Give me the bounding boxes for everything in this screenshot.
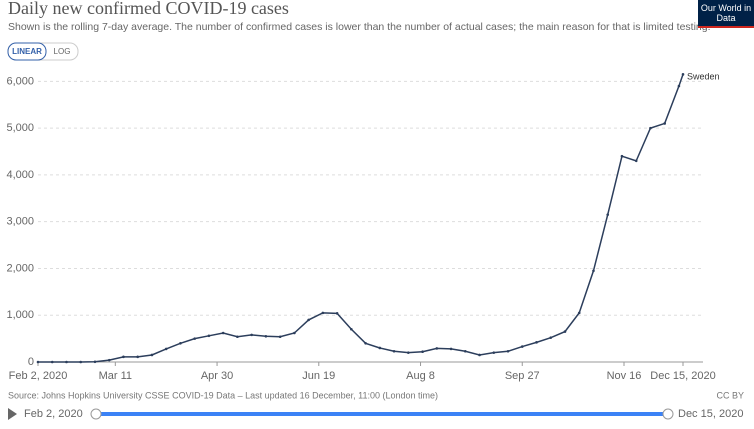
point bbox=[592, 269, 595, 273]
y-tick-label: 0 bbox=[28, 356, 34, 368]
point bbox=[221, 331, 225, 335]
point bbox=[577, 311, 581, 315]
point bbox=[122, 355, 125, 359]
point bbox=[36, 360, 40, 364]
y-tick-label: 3,000 bbox=[6, 216, 34, 228]
timeline-start: Feb 2, 2020 bbox=[24, 408, 83, 420]
point bbox=[236, 335, 239, 339]
point bbox=[549, 336, 553, 339]
point bbox=[364, 341, 367, 345]
linear-button[interactable] bbox=[7, 42, 47, 61]
point bbox=[193, 337, 196, 340]
x-tick-label: Mar 11 bbox=[99, 370, 132, 382]
logo-stripe bbox=[698, 26, 754, 28]
logo[interactable] bbox=[698, 0, 754, 28]
y-tick-label: 5,000 bbox=[6, 122, 34, 134]
point bbox=[620, 154, 624, 158]
x-tick-label: Apr 30 bbox=[201, 370, 233, 382]
timeline-handle[interactable] bbox=[90, 408, 102, 420]
point bbox=[681, 73, 685, 76]
point bbox=[65, 360, 68, 364]
point bbox=[421, 350, 424, 354]
point bbox=[79, 360, 83, 364]
point bbox=[677, 84, 681, 88]
point bbox=[350, 327, 353, 331]
point bbox=[264, 334, 268, 338]
point bbox=[107, 358, 111, 362]
point bbox=[150, 353, 154, 357]
point bbox=[463, 349, 467, 353]
point bbox=[506, 349, 510, 353]
subtitle: Shown is the rolling 7-day average. The … bbox=[8, 21, 711, 33]
point bbox=[392, 349, 396, 353]
line bbox=[38, 74, 684, 363]
point bbox=[407, 351, 410, 354]
x-tick-label: Dec 15, 2020 bbox=[650, 370, 715, 382]
point bbox=[293, 331, 296, 335]
x-tick-label: Sep 27 bbox=[505, 370, 540, 382]
x-tick-label: Jun 19 bbox=[302, 370, 335, 382]
point bbox=[278, 335, 282, 339]
point bbox=[449, 347, 453, 351]
timeline-track[interactable] bbox=[96, 412, 668, 416]
chart-title: Daily new confirmed COVID-19 cases bbox=[8, 0, 289, 18]
point bbox=[649, 126, 652, 130]
linear-label[interactable]: LINEAR bbox=[12, 47, 42, 56]
point bbox=[335, 312, 339, 315]
point bbox=[321, 311, 325, 315]
y-tick-label: 1,000 bbox=[6, 309, 34, 321]
point bbox=[492, 351, 496, 354]
timeline-handle[interactable] bbox=[662, 408, 674, 420]
series-label: Sweden bbox=[687, 72, 720, 82]
logo-text: Our World in Data bbox=[700, 3, 752, 23]
source: Source: Johns Hopkins University CSSE CO… bbox=[8, 390, 438, 400]
point bbox=[563, 330, 567, 333]
point bbox=[50, 360, 54, 364]
point bbox=[307, 318, 310, 322]
point bbox=[136, 355, 140, 359]
y-tick-label: 4,000 bbox=[6, 169, 34, 181]
point bbox=[634, 159, 638, 163]
x-tick-label: Nov 16 bbox=[607, 370, 642, 382]
point bbox=[663, 122, 666, 125]
logo-text-box: Our World in Data bbox=[700, 3, 752, 23]
x-tick-label: Aug 8 bbox=[406, 370, 435, 382]
log-label[interactable]: LOG bbox=[54, 47, 71, 56]
point bbox=[378, 346, 382, 350]
point bbox=[164, 347, 168, 351]
point bbox=[207, 334, 211, 338]
point bbox=[435, 347, 439, 350]
y-tick-label: 2,000 bbox=[6, 262, 34, 274]
point bbox=[535, 341, 538, 344]
point bbox=[93, 360, 97, 364]
point bbox=[520, 345, 524, 348]
point bbox=[250, 333, 253, 337]
license: CC BY bbox=[716, 390, 744, 400]
point bbox=[606, 213, 610, 216]
y-tick-label: 6,000 bbox=[6, 75, 34, 87]
play-button[interactable] bbox=[8, 408, 17, 420]
x-tick-label: Feb 2, 2020 bbox=[9, 370, 68, 382]
timeline-end: Dec 15, 2020 bbox=[678, 408, 743, 420]
point bbox=[179, 341, 182, 345]
point bbox=[478, 353, 481, 357]
